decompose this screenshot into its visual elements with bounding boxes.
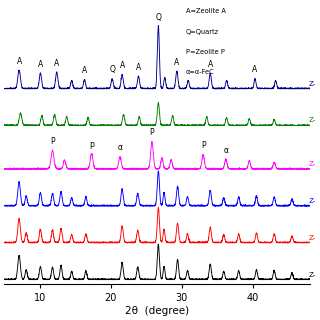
Text: α: α	[117, 143, 123, 152]
Text: A: A	[136, 63, 141, 72]
Text: Q=Quartz: Q=Quartz	[186, 28, 219, 35]
Text: A: A	[54, 59, 60, 68]
Text: P=Zeolite P: P=Zeolite P	[186, 49, 225, 55]
Text: Z-: Z-	[308, 81, 316, 87]
Text: α=α-FeC: α=α-FeC	[186, 69, 215, 75]
Text: Q: Q	[109, 66, 115, 75]
Text: A: A	[16, 57, 22, 66]
Text: p: p	[89, 140, 94, 149]
Text: A: A	[174, 58, 180, 67]
X-axis label: 2θ  (degree): 2θ (degree)	[125, 306, 189, 316]
Text: A: A	[119, 61, 125, 70]
Text: A: A	[38, 60, 43, 69]
Text: Q: Q	[156, 12, 161, 21]
Text: Z-: Z-	[308, 198, 316, 204]
Text: A: A	[252, 66, 258, 75]
Text: Z-: Z-	[308, 117, 316, 124]
Text: Z-: Z-	[308, 161, 316, 167]
Text: A: A	[208, 60, 213, 69]
Text: P: P	[201, 141, 205, 150]
Text: Z-: Z-	[308, 235, 316, 241]
Text: A: A	[82, 66, 87, 75]
Text: P: P	[50, 137, 55, 146]
Text: Z-: Z-	[308, 271, 316, 277]
Text: A=Zeolite A: A=Zeolite A	[186, 8, 226, 14]
Text: α: α	[223, 146, 228, 155]
Text: P: P	[150, 128, 154, 137]
